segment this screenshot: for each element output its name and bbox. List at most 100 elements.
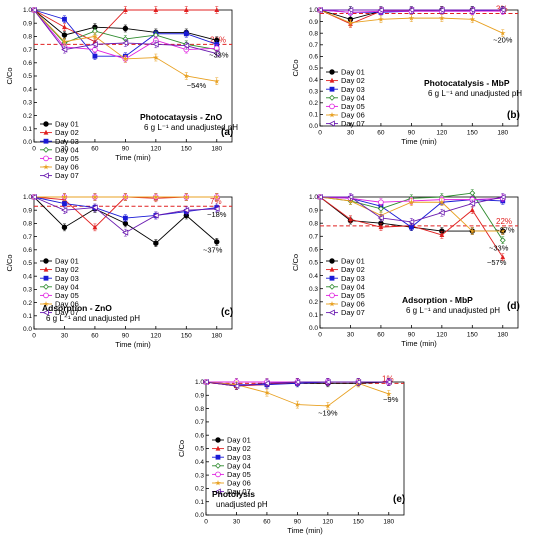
legend-marker — [43, 155, 49, 162]
y-tick-label: 0.9 — [23, 207, 32, 214]
data-point — [122, 215, 128, 221]
legend-marker — [329, 112, 335, 118]
legend-marker — [43, 275, 49, 281]
data-point — [202, 378, 209, 386]
y-tick-label: 0.4 — [23, 273, 32, 280]
legend-entry: Day 06 — [341, 300, 365, 309]
data-point — [152, 194, 159, 200]
legend-marker — [329, 103, 335, 110]
data-point — [408, 6, 415, 14]
legend-marker — [329, 275, 335, 281]
data-point — [233, 382, 240, 390]
data-point — [92, 194, 98, 200]
data-point — [183, 42, 190, 49]
data-point — [122, 55, 129, 62]
y-tick-label: 1.0 — [23, 194, 32, 201]
legend-marker — [329, 86, 335, 92]
series-day-07 — [30, 6, 220, 58]
y-tick-label: 0.7 — [23, 234, 32, 241]
data-point — [214, 7, 220, 12]
y-axis-label: C/Co — [5, 67, 14, 84]
x-axis-label: Time (min) — [115, 153, 151, 162]
y-tick-label: 0.8 — [309, 30, 318, 37]
data-point — [294, 401, 301, 408]
legend-marker — [43, 138, 49, 144]
data-point — [62, 16, 67, 22]
panel-letter: (c) — [221, 307, 233, 318]
legend-entry: Day 03 — [341, 274, 365, 283]
data-point — [122, 194, 129, 200]
legend-marker — [329, 283, 335, 290]
y-tick-label: 0.7 — [195, 419, 204, 426]
y-tick-label: 1.0 — [195, 379, 204, 386]
data-point — [377, 205, 384, 212]
data-point — [183, 207, 190, 214]
data-point — [92, 33, 98, 39]
data-point — [378, 224, 384, 230]
x-tick-label: 30 — [61, 333, 69, 340]
legend-entry: Day 07 — [227, 487, 251, 496]
data-point — [294, 378, 301, 386]
data-point — [183, 31, 189, 37]
data-point — [324, 402, 331, 409]
data-point — [348, 216, 353, 222]
data-point — [499, 237, 506, 244]
chart-panel-3: 0.0 0.1 0.2 0.3 0.4 0.5 0.6 0.7 0.8 0.9 1.0 0 30 60 90… — [5, 193, 233, 349]
legend-entry: Day 06 — [55, 300, 79, 309]
legend-marker — [43, 164, 49, 170]
annotation-label: ~18% — [207, 210, 227, 219]
x-axis-label: Time (min) — [287, 526, 323, 535]
data-point — [499, 228, 506, 234]
data-point — [438, 15, 445, 21]
x-tick-label: 180 — [383, 519, 394, 526]
legend-marker — [329, 266, 335, 272]
data-point — [92, 53, 98, 59]
annotation-label: ~33% — [489, 244, 509, 253]
data-point — [355, 378, 362, 386]
chart-panel-5: 0.0 0.1 0.2 0.3 0.4 0.5 0.6 0.7 0.8 0.9 1.0 0 30 60 90… — [177, 374, 405, 535]
data-point — [152, 41, 159, 48]
y-tick-label: 0.1 — [309, 112, 318, 119]
legend-marker — [43, 129, 49, 135]
data-point — [183, 194, 190, 200]
data-point — [61, 38, 68, 45]
y-tick-label: 0.8 — [23, 221, 32, 228]
data-point — [183, 73, 190, 79]
legend-entry: Day 03 — [341, 85, 365, 94]
data-point — [408, 15, 415, 21]
data-point — [91, 204, 98, 211]
legend-entry: Day 01 — [55, 120, 79, 129]
legend-entry: Day 05 — [55, 291, 79, 300]
legend-entry: Day 03 — [55, 137, 79, 146]
x-tick-label: 90 — [408, 332, 416, 339]
legend-marker — [43, 121, 49, 127]
legend-marker — [329, 292, 335, 299]
legend-entry: Day 01 — [341, 257, 365, 266]
data-point — [153, 240, 159, 246]
y-tick-label: 0.4 — [309, 77, 318, 84]
data-point — [214, 239, 220, 245]
x-axis-label: Time (min) — [401, 339, 437, 348]
chart-panel-1: 0.0 0.1 0.2 0.3 0.4 0.5 0.6 0.7 0.8 0.9 1.0 0 30 60 90… — [5, 6, 238, 180]
data-point — [152, 54, 159, 60]
y-tick-label: 0.0 — [195, 512, 204, 519]
x-tick-label: 180 — [211, 146, 222, 153]
data-point — [214, 41, 220, 47]
panel-letter: (e) — [393, 494, 405, 505]
y-tick-label: 0.3 — [309, 286, 318, 293]
y-tick-label: 0.8 — [195, 406, 204, 413]
y-tick-label: 0.1 — [23, 313, 32, 320]
y-axis-label: C/Co — [291, 254, 300, 271]
x-tick-label: 60 — [91, 146, 99, 153]
data-point — [316, 193, 323, 201]
legend-entry: Day 04 — [341, 93, 365, 102]
data-point — [62, 24, 67, 30]
data-point — [377, 214, 384, 222]
x-tick-label: 0 — [318, 332, 322, 339]
x-tick-label: 0 — [32, 333, 36, 340]
data-point — [469, 6, 476, 14]
x-tick-label: 30 — [233, 519, 241, 526]
